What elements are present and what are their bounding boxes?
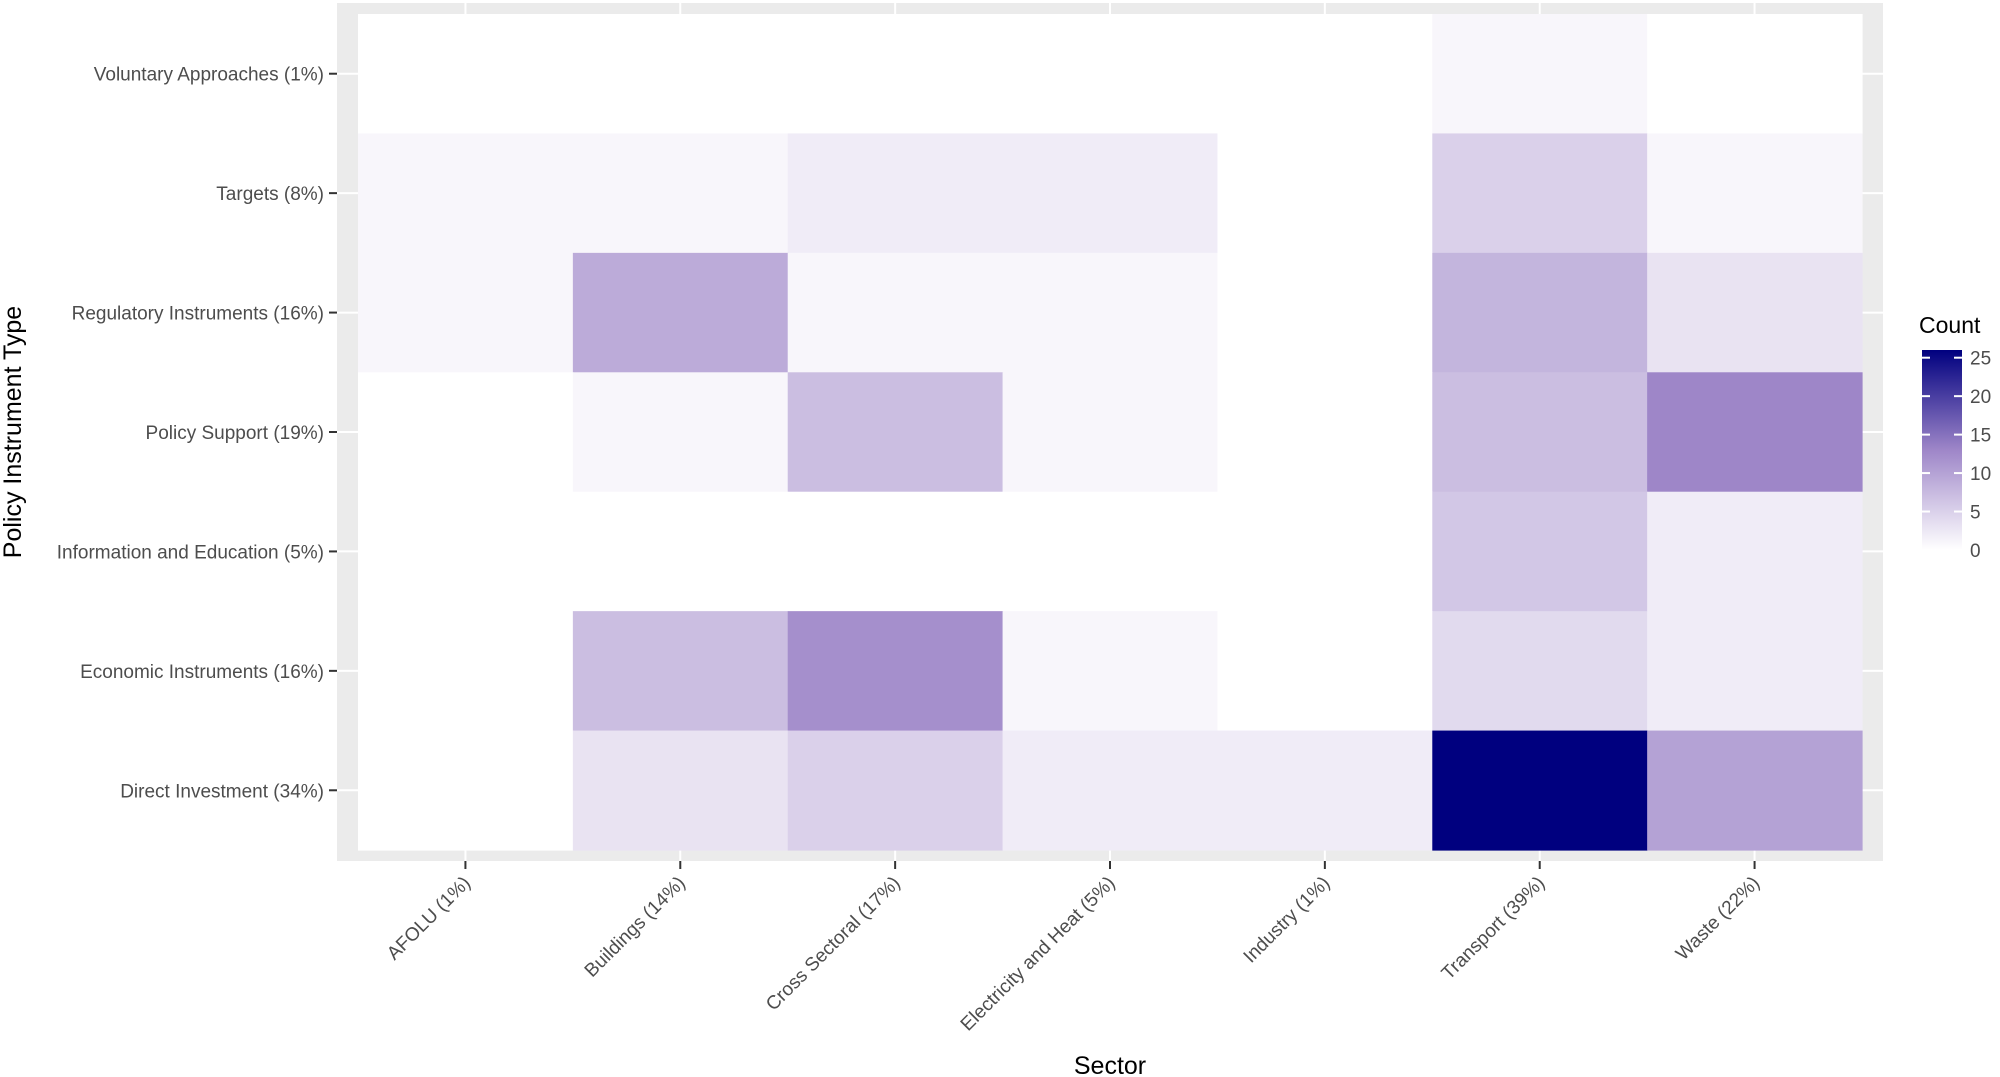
heatmap-cell: Information and Education (5%) / Cross S… — [787, 491, 1004, 612]
legend-tick-label: 25 — [1970, 349, 1991, 370]
legend-tick-label: 5 — [1970, 503, 1981, 524]
x-tick-label: Industry (1%) — [1240, 873, 1335, 968]
legend-tick-label: 20 — [1970, 387, 1991, 408]
x-tick-label: Electricity and Heat (5%) — [957, 873, 1120, 1036]
heatmap-cell: Regulatory Instruments (16%) / Industry … — [1217, 252, 1433, 373]
heatmap-cell: Targets (8%) / Industry (1%): 0 — [1217, 133, 1433, 254]
heatmap-cell: Information and Education (5%) / Electri… — [1002, 491, 1219, 612]
heatmap-cell: Direct Investment (34%) / AFOLU (1%): 0 — [358, 730, 574, 851]
heatmap-cell: Voluntary Approaches (1%) / Transport (3… — [1432, 14, 1648, 135]
heatmap-cell: Targets (8%) / Electricity and Heat (5%)… — [1002, 133, 1219, 254]
x-tick-label: Buildings (14%) — [581, 873, 690, 982]
heatmap-cell: Targets (8%) / Buildings (14%): 1 — [572, 133, 789, 254]
heatmap-cells: Voluntary Approaches (1%) / AFOLU (1%): … — [358, 14, 1863, 851]
heatmap-cell: Voluntary Approaches (1%) / Buildings (1… — [572, 14, 789, 135]
heatmap-cell: Voluntary Approaches (1%) / AFOLU (1%): … — [358, 14, 574, 135]
x-tick-label: AFOLU (1%) — [383, 873, 475, 965]
heatmap-cell: Economic Instruments (16%) / Electricity… — [1002, 611, 1219, 732]
legend-tick-label: 0 — [1970, 541, 1981, 562]
heatmap-cell: Information and Education (5%) / AFOLU (… — [358, 491, 574, 612]
heatmap-cell: Policy Support (19%) / AFOLU (1%): 0 — [358, 372, 574, 493]
color-legend: Count 0 5 10 15 20 25 — [1919, 312, 1991, 562]
heatmap-cell: Targets (8%) / Cross Sectoral (17%): 2 — [787, 133, 1004, 254]
heatmap-cell: Policy Support (19%) / Waste (22%): 13 — [1647, 372, 1863, 493]
legend-title: Count — [1919, 312, 1981, 338]
heatmap-cell: Direct Investment (34%) / Buildings (14%… — [572, 730, 789, 851]
heatmap-cell: Direct Investment (34%) / Waste (22%): 1… — [1647, 730, 1863, 851]
legend-ticks: 0 5 10 15 20 25 — [1922, 349, 1991, 562]
x-axis-title: Sector — [1074, 1052, 1146, 1077]
heatmap-cell: Targets (8%) / AFOLU (1%): 1 — [358, 133, 574, 254]
y-axis-tick-labels: Voluntary Approaches (1%) Targets (8%) Reg… — [57, 65, 324, 803]
legend-colorbar — [1922, 350, 1962, 550]
heatmap-cell: Policy Support (19%) / Cross Sectoral (1… — [787, 372, 1004, 493]
y-tick-label: Information and Education (5%) — [57, 542, 324, 563]
x-tick-label: Cross Sectoral (17%) — [762, 873, 905, 1016]
heatmap-cell: Targets (8%) / Transport (39%): 5 — [1432, 133, 1648, 254]
heatmap-cell: Economic Instruments (16%) / Transport (… — [1432, 611, 1648, 732]
y-tick-label: Regulatory Instruments (16%) — [72, 304, 324, 325]
y-tick-label: Voluntary Approaches (1%) — [94, 65, 324, 86]
heatmap-cell: Targets (8%) / Waste (22%): 1 — [1647, 133, 1863, 254]
heatmap-cell: Policy Support (19%) / Transport (39%): … — [1432, 372, 1648, 493]
heatmap-cell: Information and Education (5%) / Waste (… — [1647, 491, 1863, 612]
heatmap-cell: Information and Education (5%) / Buildin… — [572, 491, 789, 612]
x-tick-label: Waste (22%) — [1672, 873, 1764, 965]
heatmap-cell: Voluntary Approaches (1%) / Electricity … — [1002, 14, 1219, 135]
heatmap-cell: Information and Education (5%) / Transpo… — [1432, 491, 1648, 612]
heatmap-cell: Policy Support (19%) / Electricity and H… — [1002, 372, 1219, 493]
legend-tick-label: 15 — [1970, 426, 1991, 447]
heatmap-cell: Direct Investment (34%) / Transport (39%… — [1432, 730, 1648, 851]
heatmap-cell: Economic Instruments (16%) / AFOLU (1%):… — [358, 611, 574, 732]
heatmap-cell: Regulatory Instruments (16%) / Transport… — [1432, 252, 1648, 373]
y-tick-label: Direct Investment (34%) — [120, 781, 324, 802]
heatmap-cell: Information and Education (5%) / Industr… — [1217, 491, 1433, 612]
heatmap-cell: Economic Instruments (16%) / Waste (22%)… — [1647, 611, 1863, 732]
x-axis-tick-labels: AFOLU (1%) Buildings (14%) Cross Sectoral … — [383, 873, 1764, 1036]
heatmap-cell: Voluntary Approaches (1%) / Cross Sector… — [787, 14, 1004, 135]
y-tick-label: Policy Support (19%) — [146, 423, 324, 444]
heatmap-cell: Regulatory Instruments (16%) / Electrici… — [1002, 252, 1219, 373]
y-axis-title: Policy Instrument Type — [0, 306, 27, 558]
heatmap-cell: Policy Support (19%) / Industry (1%): 0 — [1217, 372, 1433, 493]
heatmap-cell: Direct Investment (34%) / Cross Sectoral… — [787, 730, 1004, 851]
legend-tick-label: 10 — [1970, 464, 1991, 485]
y-tick-label: Economic Instruments (16%) — [80, 662, 324, 683]
heatmap-cell: Regulatory Instruments (16%) / AFOLU (1%… — [358, 252, 574, 373]
heatmap-cell: Economic Instruments (16%) / Industry (1… — [1217, 611, 1433, 732]
heatmap-cell: Economic Instruments (16%) / Buildings (… — [572, 611, 789, 732]
heatmap-cell: Policy Support (19%) / Buildings (14%): … — [572, 372, 789, 493]
heatmap-cell: Economic Instruments (16%) / Cross Secto… — [787, 611, 1004, 732]
x-tick-label: Transport (39%) — [1438, 873, 1549, 984]
y-tick-label: Targets (8%) — [216, 184, 324, 205]
heatmap-cell: Voluntary Approaches (1%) / Industry (1%… — [1217, 14, 1433, 135]
axis-ticks — [329, 72, 1756, 869]
heatmap-cell: Voluntary Approaches (1%) / Waste (22%):… — [1647, 14, 1863, 135]
heatmap-cell: Regulatory Instruments (16%) / Waste (22… — [1647, 252, 1863, 373]
heatmap-cell: Regulatory Instruments (16%) / Cross Sec… — [787, 252, 1004, 373]
heatmap-cell: Regulatory Instruments (16%) / Buildings… — [572, 252, 789, 373]
heatmap-cell: Direct Investment (34%) / Industry (1%):… — [1217, 730, 1433, 851]
heatmap-cell: Direct Investment (34%) / Electricity an… — [1002, 730, 1219, 851]
